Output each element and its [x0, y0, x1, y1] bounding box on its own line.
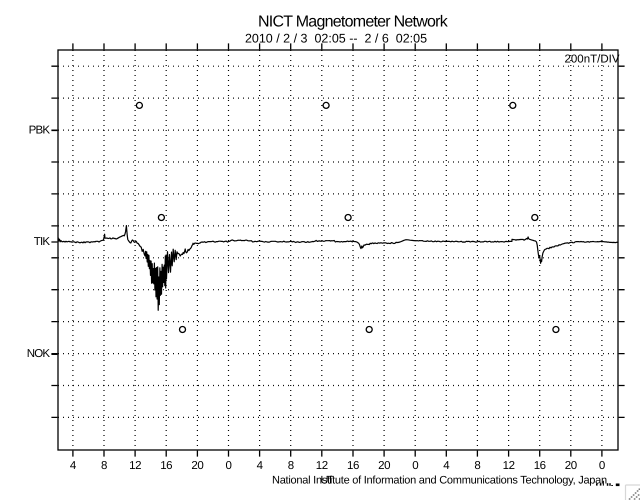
svg-text:2010 / 2 / 3 02:05 -- 2 / 6: 2010 / 2 / 3 02:05 -- 2 / 6 02:05	[245, 32, 427, 46]
svg-text:NICT Magnetometer Network: NICT Magnetometer Network	[258, 14, 449, 31]
svg-text:0: 0	[599, 460, 605, 472]
svg-text:National Institute of Informat: National Institute of Information and Co…	[272, 475, 607, 487]
svg-text:4: 4	[443, 460, 450, 472]
svg-text:20: 20	[565, 460, 577, 472]
svg-text:0: 0	[226, 460, 232, 472]
svg-text:8: 8	[288, 460, 294, 472]
svg-text:16: 16	[534, 460, 546, 472]
svg-text:4: 4	[70, 460, 77, 472]
svg-text:16: 16	[160, 460, 172, 472]
svg-text:NOK: NOK	[27, 348, 51, 360]
svg-text:8: 8	[474, 460, 480, 472]
svg-text:UT: UT	[320, 475, 334, 487]
svg-text:16: 16	[347, 460, 359, 472]
svg-text:200nT/DIV: 200nT/DIV	[565, 54, 620, 66]
svg-text:12: 12	[503, 460, 515, 472]
svg-text:4: 4	[257, 460, 264, 472]
svg-text:12: 12	[316, 460, 328, 472]
svg-text:TIK: TIK	[34, 236, 51, 248]
svg-text:8: 8	[101, 460, 107, 472]
svg-text:20: 20	[378, 460, 390, 472]
svg-text:0: 0	[412, 460, 418, 472]
svg-text:12: 12	[129, 460, 141, 472]
svg-text:PBK: PBK	[29, 124, 51, 136]
svg-text:20: 20	[191, 460, 203, 472]
